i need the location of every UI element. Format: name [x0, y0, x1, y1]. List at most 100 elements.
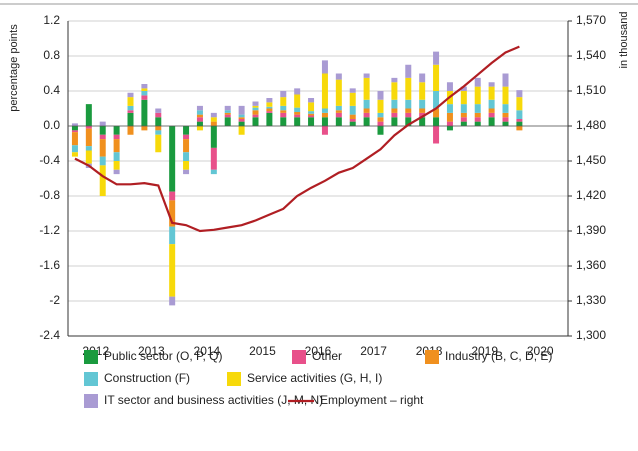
x-tick-label: 2016	[305, 344, 332, 358]
bar-segment	[308, 115, 315, 118]
bar-segment	[113, 161, 120, 170]
bar-segment	[377, 126, 384, 135]
bar-segment	[252, 107, 259, 111]
bar-segment	[183, 152, 190, 161]
bar-segment	[391, 77, 398, 83]
line	[74, 45, 520, 233]
legend-label: Construction (F)	[104, 371, 190, 385]
bar-segment	[224, 105, 231, 111]
bar-segment	[488, 86, 495, 100]
x-tick-label: 2013	[138, 344, 165, 358]
bar-segment	[377, 117, 384, 122]
bar-segment	[363, 99, 370, 109]
bar-segment	[377, 99, 384, 113]
bar-segment	[155, 126, 162, 131]
bar-segment	[446, 121, 453, 126]
bar-segment	[419, 117, 426, 126]
bar-segment	[280, 112, 287, 118]
bar-segment	[266, 111, 273, 113]
y-tick-label: 1.2	[43, 13, 60, 27]
bar-segment	[377, 112, 384, 118]
bar-segment	[446, 126, 453, 131]
y-tick-label: -1.2	[39, 223, 60, 237]
bar-segment	[377, 121, 384, 126]
bar-segment	[502, 121, 509, 126]
bar-segment	[266, 102, 273, 107]
bar-segment	[516, 97, 523, 111]
bar-segment	[349, 114, 356, 119]
bar-segment	[113, 139, 120, 153]
bar-segment	[321, 108, 328, 113]
bar-segment	[280, 105, 287, 111]
bar-segment	[335, 117, 342, 126]
bar-segment	[155, 117, 162, 126]
bar-segment	[363, 73, 370, 78]
y2-tick-label: 1,420	[576, 188, 606, 202]
bar-segment	[516, 119, 523, 122]
bar-segment	[169, 226, 176, 245]
legend-swatch	[292, 350, 306, 364]
bar-segment	[252, 110, 259, 115]
y2-tick-label: 1,570	[576, 13, 606, 27]
y-tick-label: -2	[49, 293, 60, 307]
bar-segment	[266, 112, 273, 126]
bar-segment	[99, 139, 106, 157]
bars	[71, 51, 523, 306]
bar-segment	[349, 119, 356, 122]
bar-segment	[224, 117, 231, 126]
bar-segment	[196, 117, 203, 122]
bar-segment	[210, 112, 217, 118]
bar-segment	[238, 105, 245, 115]
bar-segment	[321, 112, 328, 118]
legend-label: IT sector and business activities (J, M,…	[104, 393, 323, 407]
bar-segment	[141, 99, 148, 126]
bar-segment	[446, 82, 453, 91]
bar-segment	[294, 88, 301, 95]
bar-segment	[474, 121, 481, 126]
bar-segment	[266, 98, 273, 103]
legend-swatch	[84, 350, 98, 364]
legend-label: Other	[312, 349, 342, 363]
bar-segment	[308, 98, 315, 103]
bar-segment	[294, 114, 301, 118]
bar-segment	[238, 119, 245, 122]
bar-segment	[127, 97, 134, 106]
bar-segment	[141, 88, 148, 91]
bar-segment	[196, 121, 203, 126]
bar-segment	[99, 156, 106, 166]
bar-segment	[391, 112, 398, 118]
bar-segment	[141, 126, 148, 131]
x-tick-label: 2015	[249, 344, 276, 358]
bar-segment	[488, 112, 495, 118]
bar-segment	[99, 134, 106, 140]
bar-segment	[85, 104, 92, 126]
bar-segment	[391, 99, 398, 109]
bar-segment	[99, 165, 106, 196]
bar-segment	[85, 150, 92, 164]
y2-tick-label: 1,450	[576, 153, 606, 167]
bar-segment	[433, 91, 440, 109]
bar-segment	[335, 105, 342, 111]
y-tick-label: 0.4	[43, 83, 60, 97]
bar-segment	[433, 51, 440, 65]
bar-segment	[474, 86, 481, 105]
bar-segment	[502, 117, 509, 122]
y2-tick-label: 1,300	[576, 328, 606, 342]
legend-label: Service activities (G, H, I)	[247, 371, 382, 385]
bar-segment	[502, 112, 509, 118]
bar-segment	[460, 91, 467, 105]
bar-segment	[169, 244, 176, 297]
x-tick-label: 2014	[194, 344, 221, 358]
bar-segment	[113, 152, 120, 161]
bar-segment	[85, 126, 92, 129]
bar-segment	[210, 169, 217, 175]
bar-segment	[419, 82, 426, 100]
bar-segment	[71, 126, 78, 131]
bar-segment	[169, 200, 176, 227]
bar-segment	[433, 64, 440, 91]
bar-segment	[391, 82, 398, 100]
bar-segment	[224, 110, 231, 113]
bar-segment	[252, 105, 259, 108]
bar-segment	[474, 112, 481, 118]
bar-segment	[502, 104, 509, 113]
